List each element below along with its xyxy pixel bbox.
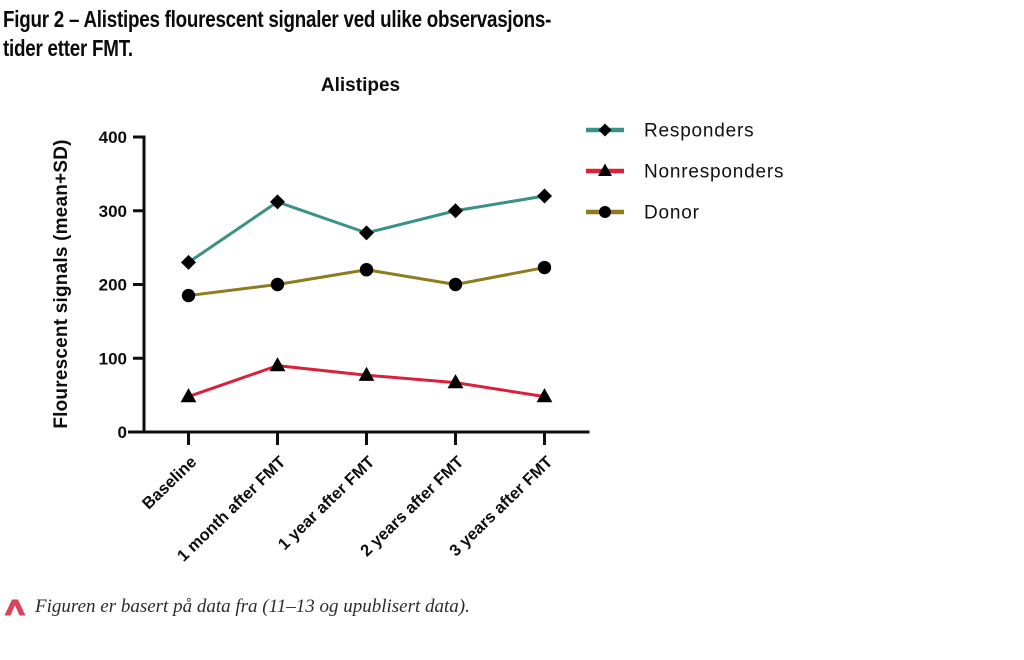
legend-label-donor: Donor: [644, 203, 700, 224]
legend-marker-responders: [598, 123, 612, 137]
y-tick-label: 100: [99, 349, 127, 368]
data-point-donor: [359, 263, 374, 277]
chart-title: Alistipes: [321, 75, 400, 96]
data-point-nonresponders: [269, 357, 286, 372]
figure-title: Figur 2 – Alistipes flourescent signaler…: [3, 5, 551, 63]
data-point-donor: [537, 260, 552, 275]
x-tick-label: 1 year after FMT: [275, 453, 379, 554]
y-axis-label: Flourescent signals (mean+SD): [51, 139, 72, 428]
data-point-nonresponders: [358, 366, 375, 381]
data-point-donor: [270, 277, 285, 292]
y-tick-label: 400: [99, 128, 127, 147]
y-tick-label: 200: [99, 276, 127, 295]
data-point-responders: [181, 254, 196, 270]
data-point-nonresponders: [536, 388, 553, 403]
data-point-donor: [181, 288, 196, 303]
legend-label-nonresponders: Nonresponders: [644, 162, 784, 183]
figure-title-line2: tider etter FMT.: [3, 35, 133, 61]
legend-marker-nonresponders: [598, 163, 612, 176]
data-point-responders: [537, 188, 552, 204]
legend-label-responders: Responders: [644, 121, 754, 142]
caret-icon: [4, 599, 26, 616]
data-point-nonresponders: [447, 374, 464, 389]
data-point-donor: [448, 277, 463, 292]
data-point-responders: [448, 203, 463, 219]
footnote: Figuren er basert på data fra (11–13 og …: [4, 595, 470, 619]
data-point-responders: [270, 194, 285, 210]
figure-title-line1: Figur 2 – Alistipes flourescent signaler…: [3, 6, 552, 32]
footnote-text: Figuren er basert på data fra (11–13 og …: [35, 596, 470, 617]
y-tick-label: 300: [99, 202, 127, 221]
data-point-responders: [359, 225, 374, 241]
legend-marker-donor: [599, 206, 611, 218]
y-tick-label: 0: [118, 423, 127, 442]
x-tick-label: Baseline: [139, 453, 200, 513]
data-point-nonresponders: [180, 388, 197, 403]
